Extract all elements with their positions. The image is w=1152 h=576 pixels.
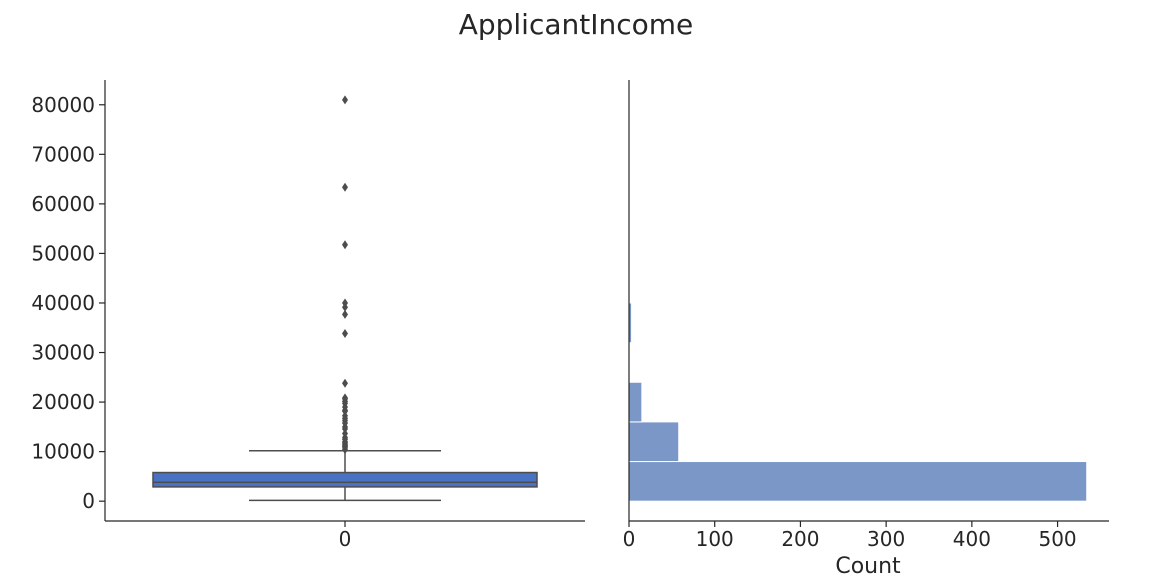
histogram-bars [628,302,1088,502]
boxplot-y-ticks: 0 10000 20000 30000 40000 50000 60000 70000 8000… [31,93,105,513]
boxplot-x-tick-label: 0 [339,527,352,551]
boxplot-y-tick-label: 40000 [31,291,95,315]
boxplot-body [152,450,538,502]
boxplot-y-tick-label: 20000 [31,390,95,414]
outlier-point [342,240,348,250]
outlier-point [342,328,348,338]
boxplot-y-tick-label: 80000 [31,93,95,117]
histogram-x-tick-label: 200 [781,527,819,551]
histogram-x-axis-label: Count [835,554,901,576]
boxplot-panel: 0 10000 20000 30000 40000 50000 60000 70000 8000… [31,80,585,551]
outlier-point [342,182,348,192]
boxplot-y-tick-label: 60000 [31,192,95,216]
histogram-bar [628,461,1088,502]
boxplot-y-tick-label: 50000 [31,241,95,265]
figure-title: ApplicantIncome [459,8,694,41]
outlier-point [342,429,348,439]
boxplot-y-tick-label: 70000 [31,142,95,166]
boxplot-outliers [342,95,348,455]
histogram-bar [628,381,643,423]
histogram-x-tick-label: 300 [867,527,905,551]
outlier-point [342,393,348,403]
histogram-x-tick-label: 100 [696,527,734,551]
outlier-point [342,298,348,308]
histogram-x-ticks: 0 100 200 300 400 500 [623,521,1077,551]
box-iqr [152,471,538,488]
boxplot-y-tick-label: 10000 [31,440,95,464]
boxplot-y-tick-label: 30000 [31,341,95,365]
outlier-point [342,95,348,105]
histogram-panel: 0 100 200 300 400 500 Count [623,80,1109,576]
outlier-point [342,309,348,319]
histogram-bar [628,421,680,463]
histogram-x-tick-label: 500 [1038,527,1076,551]
histogram-x-tick-label: 400 [953,527,991,551]
histogram-x-tick-label: 0 [623,527,636,551]
outlier-point [342,378,348,388]
boxplot-y-tick-label: 0 [82,489,95,513]
